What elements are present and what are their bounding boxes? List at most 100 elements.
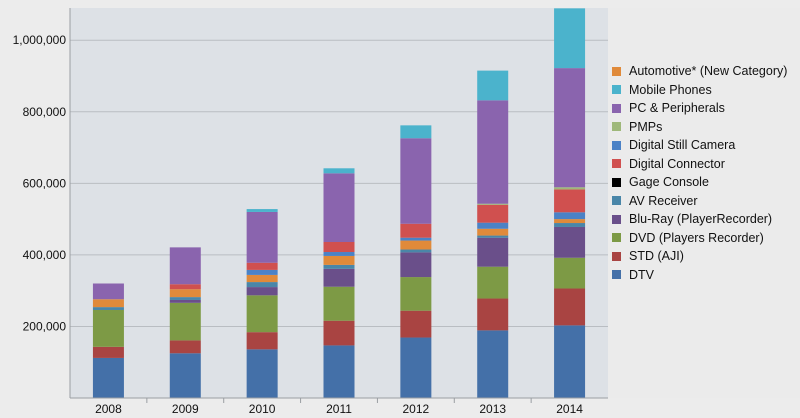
legend-swatch <box>612 103 621 113</box>
legend-swatch <box>612 177 621 187</box>
legend-item: DTV <box>612 266 787 285</box>
bar-segment-std-aji--2012 <box>400 310 432 338</box>
bar-segment-av-receiver-2008 <box>92 307 124 310</box>
bar-segment-av-receiver-2011 <box>323 264 355 269</box>
x-tick-label: 2008 <box>95 402 122 416</box>
bar-segment-pc-peripherals-2010 <box>246 211 278 263</box>
bar-segment-automotive-new-category--2013 <box>477 228 509 236</box>
bar-segment-dvd-players-recorder--2013 <box>477 266 509 299</box>
legend-swatch <box>612 140 621 150</box>
bar-segment-pc-peripherals-2012 <box>400 138 432 224</box>
legend-swatch <box>612 159 621 169</box>
legend-item: Automotive* (New Category) <box>612 62 787 81</box>
bar-segment-digital-still-camera-2014 <box>554 212 586 220</box>
bar-segment-dtv-2013 <box>477 330 509 398</box>
legend-panel <box>608 8 800 398</box>
bar-segment-mobile-phones-2010 <box>246 209 278 212</box>
bar-segment-digital-connector-2009 <box>169 284 201 290</box>
legend-item: Digital Still Camera <box>612 136 787 155</box>
legend-swatch <box>612 270 621 280</box>
legend-label: Digital Connector <box>629 156 725 171</box>
bar-segment-av-receiver-2014 <box>554 223 586 227</box>
bar-segment-digital-still-camera-2010 <box>246 269 278 275</box>
legend-label: Digital Still Camera <box>629 138 736 153</box>
bar-segment-mobile-phones-2012 <box>400 125 432 139</box>
legend: Automotive* (New Category) Mobile Phones P… <box>612 62 787 284</box>
bar-segment-digital-connector-2013 <box>477 204 509 223</box>
bar-segment-av-receiver-2009 <box>169 297 201 300</box>
bar-segment-pmps-2013 <box>477 203 509 205</box>
bar-segment-av-receiver-2012 <box>400 249 432 253</box>
x-tick-label: 2011 <box>326 402 352 416</box>
legend-label: Automotive* (New Category) <box>629 64 788 79</box>
bar-segment-dvd-players-recorder--2011 <box>323 286 355 321</box>
bar-segment-std-aji--2013 <box>477 298 509 331</box>
bar-segment-mobile-phones-2014 <box>554 8 586 69</box>
bar-segment-digital-still-camera-2011 <box>323 252 355 256</box>
bar-segment-blu-ray-playerrecorder--2011 <box>323 268 355 287</box>
bar-segment-std-aji--2010 <box>246 332 278 350</box>
bar-segment-dtv-2014 <box>554 325 586 398</box>
bar-segment-automotive-new-category--2010 <box>246 274 278 283</box>
legend-label: Mobile Phones <box>629 82 712 97</box>
bar-segment-dtv-2010 <box>246 349 278 398</box>
legend-item: Blu-Ray (PlayerRecorder) <box>612 210 787 229</box>
legend-swatch <box>612 66 621 76</box>
bar-segment-automotive-new-category--2011 <box>323 255 355 265</box>
legend-item: Digital Connector <box>612 155 787 174</box>
legend-label: STD (AJI) <box>629 249 684 264</box>
bar-segment-automotive-new-category--2009 <box>169 289 201 298</box>
bar-group <box>92 8 586 398</box>
bar-segment-dtv-2009 <box>169 353 201 398</box>
bar-segment-dtv-2012 <box>400 337 432 398</box>
bar-segment-std-aji--2008 <box>92 346 124 358</box>
bar-segment-pc-peripherals-2008 <box>92 283 124 300</box>
bar-segment-dvd-players-recorder--2010 <box>246 295 278 333</box>
x-tick-label: 2012 <box>403 402 430 416</box>
legend-item: DVD (Players Recorder) <box>612 229 787 248</box>
x-tick-label: 2013 <box>479 402 506 416</box>
bar-segment-mobile-phones-2011 <box>323 168 355 174</box>
bar-segment-blu-ray-playerrecorder--2013 <box>477 237 509 267</box>
bar-segment-dvd-players-recorder--2008 <box>92 309 124 347</box>
legend-label: AV Receiver <box>629 193 698 208</box>
y-tick-label: 1,000,000 <box>13 33 67 47</box>
legend-label: PMPs <box>629 119 663 134</box>
bar-segment-dvd-players-recorder--2009 <box>169 302 201 341</box>
bar-segment-dvd-players-recorder--2014 <box>554 257 586 289</box>
bar-segment-pc-peripherals-2011 <box>323 173 355 242</box>
legend-swatch <box>612 122 621 132</box>
bar-segment-blu-ray-playerrecorder--2009 <box>169 299 201 303</box>
bar-segment-automotive-new-category--2014 <box>554 219 586 224</box>
legend-swatch <box>612 214 621 224</box>
bar-segment-pmps-2014 <box>554 187 586 190</box>
legend-item: PMPs <box>612 118 787 137</box>
bar-segment-digital-still-camera-2013 <box>477 222 509 229</box>
bar-segment-dvd-players-recorder--2012 <box>400 277 432 311</box>
bar-segment-digital-connector-2011 <box>323 242 355 253</box>
bar-segment-blu-ray-playerrecorder--2010 <box>246 287 278 296</box>
bar-segment-pc-peripherals-2014 <box>554 68 586 188</box>
bar-segment-dtv-2011 <box>323 345 355 398</box>
legend-item: PC & Peripherals <box>612 99 787 118</box>
legend-label: DVD (Players Recorder) <box>629 230 764 245</box>
legend-item: Mobile Phones <box>612 81 787 100</box>
bar-segment-digital-still-camera-2012 <box>400 237 432 241</box>
bar-segment-std-aji--2014 <box>554 288 586 326</box>
bar-segment-std-aji--2009 <box>169 340 201 354</box>
bar-segment-av-receiver-2013 <box>477 235 509 238</box>
bar-segment-blu-ray-playerrecorder--2012 <box>400 252 432 278</box>
y-tick-label: 200,000 <box>23 319 67 333</box>
x-tick-label: 2010 <box>249 402 276 416</box>
legend-label: DTV <box>629 267 654 282</box>
bar-segment-automotive-new-category--2012 <box>400 240 432 250</box>
bar-segment-blu-ray-playerrecorder--2014 <box>554 226 586 258</box>
bar-segment-av-receiver-2010 <box>246 282 278 288</box>
legend-item: STD (AJI) <box>612 247 787 266</box>
legend-swatch <box>612 196 621 206</box>
y-tick-label: 400,000 <box>23 248 67 262</box>
y-tick-label: 800,000 <box>23 105 67 119</box>
legend-swatch <box>612 251 621 261</box>
bar-segment-dtv-2008 <box>92 357 124 398</box>
